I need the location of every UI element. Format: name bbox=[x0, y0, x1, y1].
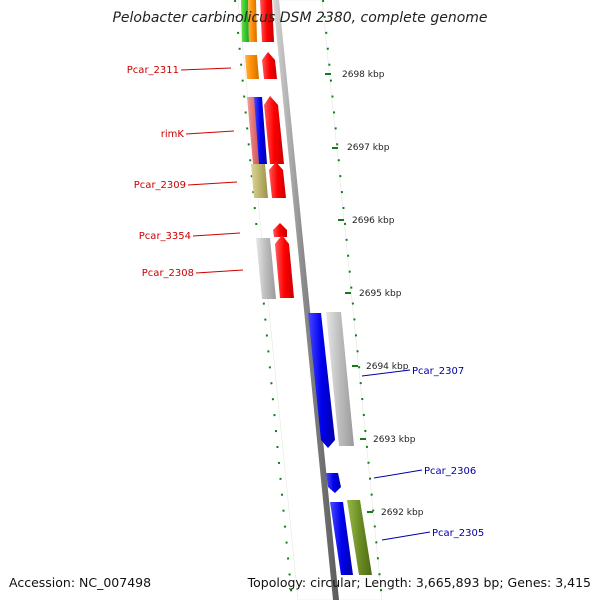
gene-block-pink bbox=[247, 97, 261, 164]
gene-arrow-reverse bbox=[330, 502, 353, 575]
label-leader-line bbox=[381, 531, 431, 541]
label-leader-line bbox=[185, 130, 235, 135]
map-title: Pelobacter carbinolicus DSM 2380, comple… bbox=[112, 10, 488, 26]
gene-arrow-forward bbox=[262, 52, 277, 79]
tick-label: 2693 kbp bbox=[373, 435, 416, 445]
gene-arrow-forward bbox=[264, 96, 284, 164]
tick-label: 2697 kbp bbox=[347, 143, 390, 153]
gene-label-pcar-2309[interactable]: Pcar_2309 bbox=[134, 180, 186, 191]
gene-arrow-reverse bbox=[254, 97, 267, 164]
tick-label: 2692 kbp bbox=[381, 508, 424, 518]
gene-label-pcar-3354[interactable]: Pcar_3354 bbox=[139, 231, 191, 242]
gene-label-rimk[interactable]: rimK bbox=[161, 129, 185, 140]
gene-block-orange bbox=[245, 55, 259, 79]
gene-block-orange bbox=[248, 0, 257, 42]
gene-arrow-reverse bbox=[326, 473, 341, 493]
gene-label-pcar-2306[interactable]: Pcar_2306 bbox=[424, 466, 476, 477]
gene-arrow-forward bbox=[273, 223, 287, 237]
gene-block-olive bbox=[347, 500, 372, 575]
topology-text: Topology: circular; Length: 3,665,893 bp… bbox=[247, 575, 591, 590]
gene-arrow-forward bbox=[269, 162, 286, 198]
tick-label: 2698 kbp bbox=[342, 70, 385, 80]
label-leader-line bbox=[187, 181, 238, 186]
accession-text: Accession: NC_007498 bbox=[9, 575, 152, 590]
tick-label: 2696 kbp bbox=[352, 216, 395, 226]
gene-block-grey bbox=[256, 238, 276, 299]
gene-label-pcar-2308[interactable]: Pcar_2308 bbox=[142, 268, 194, 279]
gene-label-pcar-2305[interactable]: Pcar_2305 bbox=[432, 528, 484, 539]
gene-block-green bbox=[241, 0, 249, 42]
backbone-line bbox=[273, 0, 339, 600]
label-leader-line bbox=[361, 369, 411, 377]
tick-label: 2694 kbp bbox=[366, 362, 409, 372]
gene-label-pcar-2307[interactable]: Pcar_2307 bbox=[412, 366, 464, 377]
label-leader-line bbox=[373, 469, 423, 479]
tick-label: 2695 kbp bbox=[359, 289, 402, 299]
gene-arrow-reverse bbox=[308, 313, 335, 448]
gene-label-pcar-2311[interactable]: Pcar_2311 bbox=[127, 65, 179, 76]
label-leader-line bbox=[180, 67, 232, 71]
label-leader-line bbox=[195, 269, 244, 274]
gene-arrow-forward bbox=[260, 0, 274, 42]
gene-block-grey bbox=[326, 312, 354, 446]
gene-block-khaki bbox=[251, 164, 268, 198]
gene-arrow-forward bbox=[275, 235, 294, 298]
label-leader-line bbox=[192, 232, 241, 237]
